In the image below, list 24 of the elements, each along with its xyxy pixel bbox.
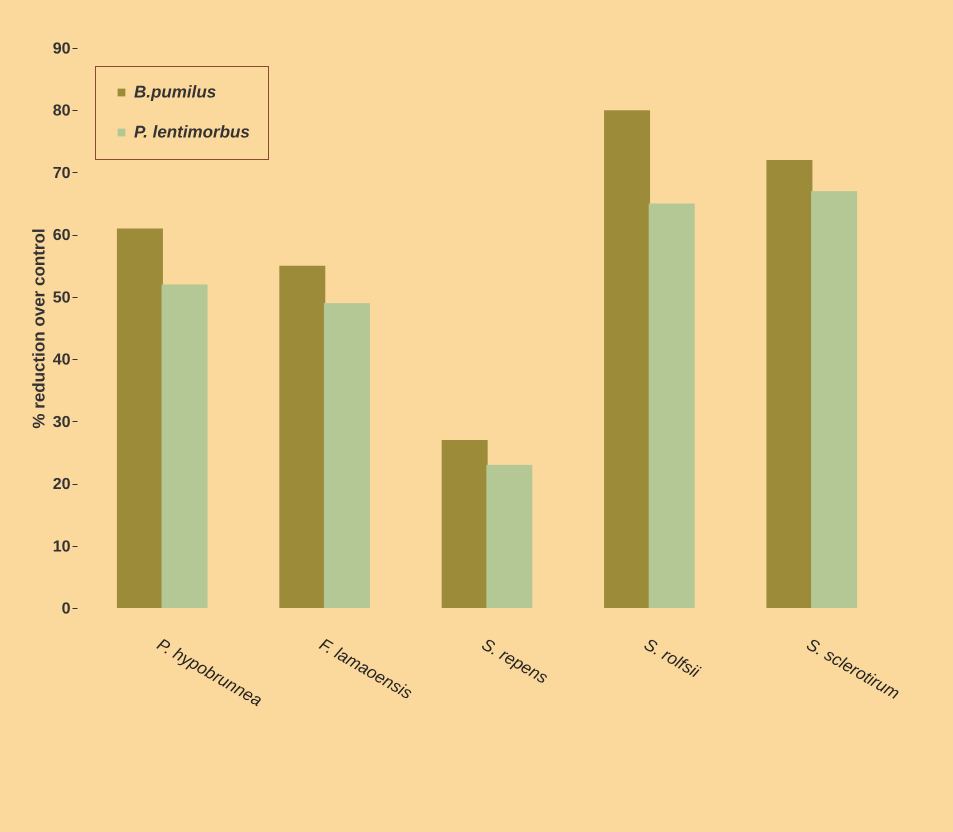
y-tick-label: 70 [52,164,71,182]
y-tick-label: 80 [52,102,71,120]
x-tick-label: S. rolfsii [640,634,704,682]
bar [442,440,488,608]
y-tick-label: 50 [52,289,71,306]
bar [604,110,650,608]
bar [279,266,326,608]
y-tick-label: 40 [52,352,71,369]
legend-label: B.pumilus [134,82,216,102]
bar [162,284,208,608]
bar [324,303,370,608]
y-tick-label: 0 [62,600,71,618]
y-tick-label: 60 [52,227,71,244]
y-tick-label: 20 [52,476,71,494]
bar [486,464,532,608]
bar [116,228,163,608]
y-axis-title: % reduction over control [30,228,49,429]
bar [648,204,695,608]
bar [766,160,812,608]
legend-label: P. lentimorbus [134,122,250,142]
y-tick-label: 30 [52,414,71,431]
y-tick-label: 10 [52,538,71,556]
bar [811,191,858,608]
y-tick-label: 90 [52,40,71,58]
